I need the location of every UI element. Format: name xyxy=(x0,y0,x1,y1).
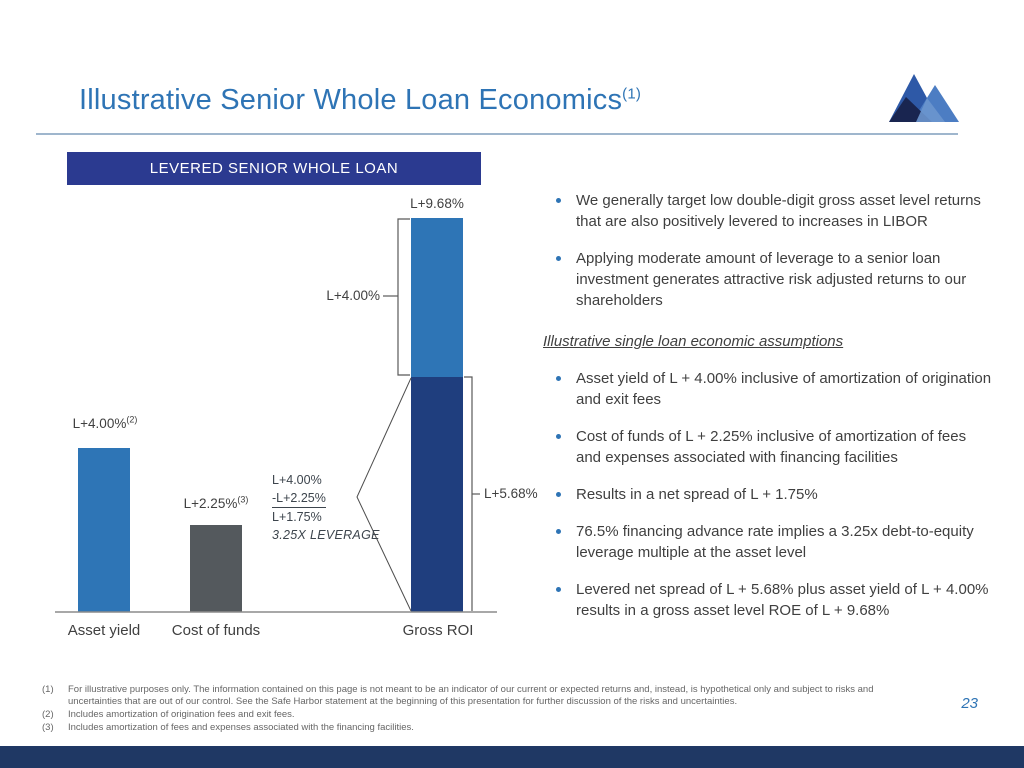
chart-title-banner: LEVERED SENIOR WHOLE LOAN xyxy=(67,152,481,185)
calc-cost-of-funds-value: -L+2.25% xyxy=(272,489,326,508)
bullet-item: Results in a net spread of L + 1.75% xyxy=(543,484,995,505)
top-segment-bracket xyxy=(397,218,410,376)
net-spread-connector xyxy=(356,377,412,612)
bullet-icon xyxy=(556,198,561,203)
bullet-item: 76.5% financing advance rate implies a 3… xyxy=(543,521,995,563)
footnote-row: (1) For illustrative purposes only. The … xyxy=(42,684,922,708)
bullet-item: Asset yield of L + 4.00% inclusive of am… xyxy=(543,368,995,410)
footnote-row: (3) Includes amortization of fees and ex… xyxy=(42,722,922,734)
x-label-asset-yield: Asset yield xyxy=(67,622,141,639)
footnote-row: (2) Includes amortization of origination… xyxy=(42,709,922,721)
bullet-text: Levered net spread of L + 5.68% plus ass… xyxy=(576,581,989,619)
gross-roi-top-segment xyxy=(411,218,463,377)
bullet-item: We generally target low double-digit gro… xyxy=(543,190,995,232)
chart-title-text: LEVERED SENIOR WHOLE LOAN xyxy=(149,160,399,177)
page-title-text: Illustrative Senior Whole Loan Economics xyxy=(79,84,623,116)
bullet-text: We generally target low double-digit gro… xyxy=(576,192,981,230)
cost-of-funds-value-label: L+2.25%(3) xyxy=(170,494,262,511)
bullet-text: 76.5% financing advance rate implies a 3… xyxy=(576,523,974,561)
bullet-icon xyxy=(556,529,561,534)
asset-yield-bar xyxy=(78,448,130,612)
cost-of-funds-bar xyxy=(190,525,242,612)
bullet-icon xyxy=(556,492,561,497)
footnote-text: Includes amortization of fees and expens… xyxy=(68,722,414,733)
bullet-text: Results in a net spread of L + 1.75% xyxy=(576,486,818,503)
footnote-marker: (2) xyxy=(42,709,54,720)
logo-front-peak xyxy=(916,98,945,122)
levered-loan-chart: L+9.68% L+4.00% L+4.00%(2) L+2.25%(3) L+… xyxy=(55,190,550,660)
title-footnote-ref: (1) xyxy=(622,85,642,103)
cost-of-funds-footnote-ref: (3) xyxy=(237,494,249,505)
bullet-text: Applying moderate amount of leverage to … xyxy=(576,250,967,309)
footnotes: (1) For illustrative purposes only. The … xyxy=(42,684,922,735)
bullet-item: Cost of funds of L + 2.25% inclusive of … xyxy=(543,426,995,468)
asset-yield-value-label: L+4.00%(2) xyxy=(59,414,151,431)
calc-cost-of-funds: -L+2.25% xyxy=(272,489,380,508)
bullet-item: Levered net spread of L + 5.68% plus ass… xyxy=(543,579,995,621)
gross-roi-top-segment-label: L+4.00% xyxy=(326,288,380,303)
calc-asset-yield: L+4.00% xyxy=(272,473,322,487)
asset-yield-value: L+4.00% xyxy=(72,416,127,431)
gross-roi-bottom-segment xyxy=(411,377,463,612)
levered-net-spread-label: L+5.68% xyxy=(484,486,538,501)
x-label-cost-of-funds: Cost of funds xyxy=(171,622,261,639)
chart-graphics xyxy=(55,218,497,613)
bullet-icon xyxy=(556,376,561,381)
footnote-text: For illustrative purposes only. The info… xyxy=(68,684,874,707)
asset-yield-footnote-ref: (2) xyxy=(126,414,138,425)
mountain-logo-icon xyxy=(889,74,959,122)
cost-of-funds-value: L+2.25% xyxy=(183,496,238,511)
footnote-marker: (3) xyxy=(42,722,54,733)
assumptions-heading: Illustrative single loan economic assump… xyxy=(543,333,844,350)
footnote-marker: (1) xyxy=(42,684,54,695)
title-divider xyxy=(36,133,958,135)
bullet-icon xyxy=(556,256,561,261)
page-title: Illustrative Senior Whole Loan Economics… xyxy=(79,84,641,117)
net-spread-calc: L+4.00% -L+2.25% L+1.75% 3.25X LEVERAGE xyxy=(272,471,380,544)
bullet-text: Asset yield of L + 4.00% inclusive of am… xyxy=(576,370,992,408)
bullet-icon xyxy=(556,434,561,439)
footnote-text: Includes amortization of origination fee… xyxy=(68,709,295,720)
bullet-icon xyxy=(556,587,561,592)
gross-roi-total-label: L+9.68% xyxy=(410,196,464,211)
calc-leverage: 3.25X LEVERAGE xyxy=(272,528,380,542)
bullet-text: Cost of funds of L + 2.25% inclusive of … xyxy=(576,428,967,466)
x-label-gross-roi: Gross ROI xyxy=(402,622,474,639)
footer-band xyxy=(0,746,1024,768)
levered-spread-bracket xyxy=(464,376,473,611)
commentary-panel: We generally target low double-digit gro… xyxy=(543,190,995,637)
calc-net-spread: L+1.75% xyxy=(272,510,322,524)
bullet-item: Applying moderate amount of leverage to … xyxy=(543,248,995,311)
page-number: 23 xyxy=(961,695,978,712)
